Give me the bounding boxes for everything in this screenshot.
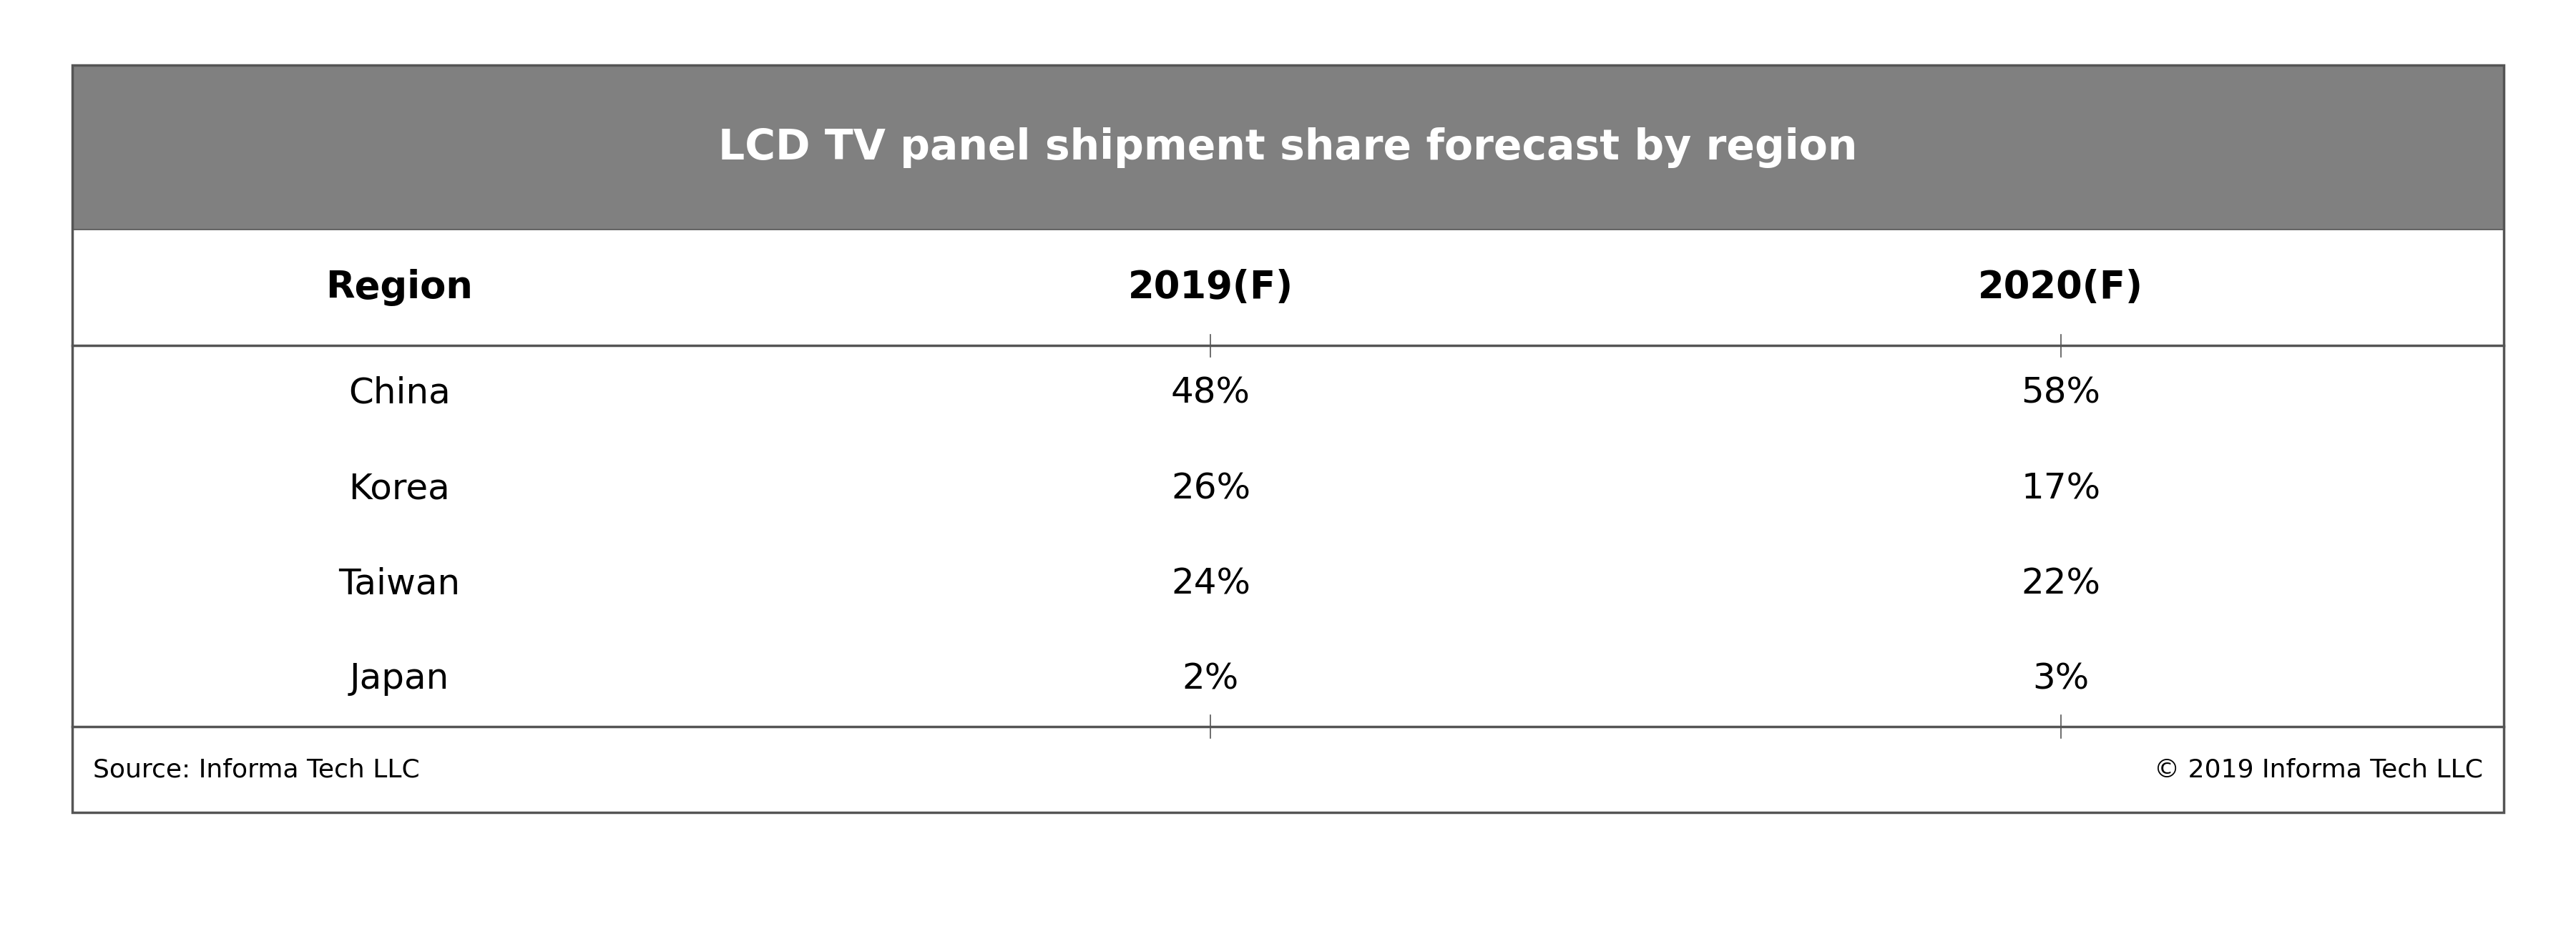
Text: Japan: Japan xyxy=(350,662,448,696)
Bar xyxy=(72,536,2504,631)
Bar xyxy=(72,65,2504,813)
Bar xyxy=(72,631,2504,727)
Text: 24%: 24% xyxy=(1172,567,1249,601)
Text: Taiwan: Taiwan xyxy=(337,567,461,601)
Text: Korea: Korea xyxy=(348,472,451,505)
Text: 17%: 17% xyxy=(2022,472,2099,505)
Text: 58%: 58% xyxy=(2022,376,2099,410)
Text: 2019(F): 2019(F) xyxy=(1128,269,1293,306)
Bar xyxy=(72,230,2504,346)
Text: 2020(F): 2020(F) xyxy=(1978,269,2143,306)
Text: 48%: 48% xyxy=(1172,376,1249,410)
Text: Region: Region xyxy=(325,269,474,306)
Text: 2%: 2% xyxy=(1182,662,1239,696)
Text: Source: Informa Tech LLC: Source: Informa Tech LLC xyxy=(93,757,420,782)
Bar xyxy=(72,346,2504,441)
Text: 26%: 26% xyxy=(1172,472,1249,505)
Text: © 2019 Informa Tech LLC: © 2019 Informa Tech LLC xyxy=(2154,757,2483,782)
Text: 3%: 3% xyxy=(2032,662,2089,696)
Bar xyxy=(72,65,2504,230)
Text: 22%: 22% xyxy=(2022,567,2099,601)
Text: LCD TV panel shipment share forecast by region: LCD TV panel shipment share forecast by … xyxy=(719,127,1857,168)
Bar xyxy=(72,727,2504,813)
Bar xyxy=(72,441,2504,536)
Text: China: China xyxy=(348,376,451,410)
